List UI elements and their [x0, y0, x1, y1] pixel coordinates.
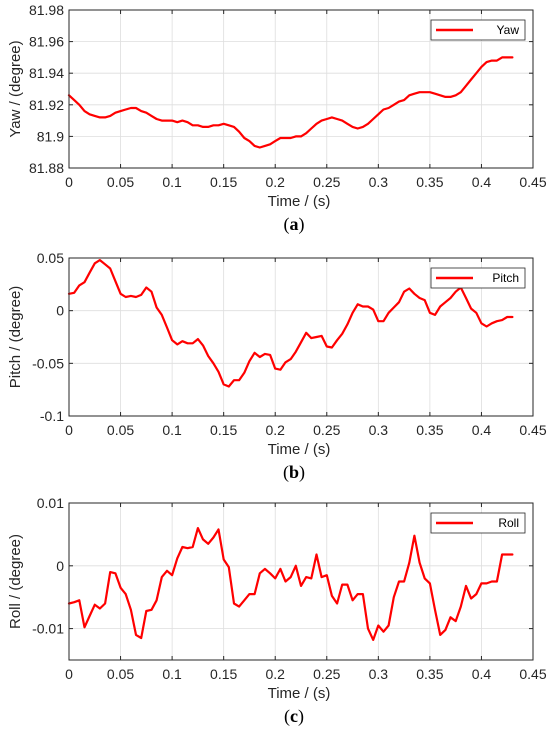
panel-caption: (c) — [284, 706, 304, 727]
y-tick-label: 81.94 — [29, 65, 64, 81]
legend-label: Pitch — [492, 271, 519, 285]
legend-box — [430, 19, 526, 41]
x-tick-label: 0.25 — [313, 174, 340, 190]
x-axis-label: Time / (s) — [268, 193, 331, 210]
axes-box — [68, 257, 534, 417]
panel-caption: (a) — [284, 214, 305, 235]
y-axis-label: Yaw / (degree) — [7, 40, 24, 137]
x-tick-label: 0.15 — [210, 666, 237, 682]
panel-c: 0 0.05 0.1 0.15 0.2 0.25 0.3 0.35 0.4 0.45 -0.01 0 0… — [7, 495, 547, 727]
y-tick-label: 0 — [56, 303, 64, 319]
y-tick-label: 81.9 — [37, 128, 64, 144]
series-line-roll — [67, 526, 514, 642]
legend-box — [430, 512, 526, 534]
x-tick-label: 0 — [65, 666, 73, 682]
x-tick-label: 0.05 — [107, 666, 134, 682]
x-tick-label: 0.3 — [369, 666, 389, 682]
legend-box — [430, 267, 526, 289]
x-tick-label: 0.2 — [265, 666, 285, 682]
x-tick-label: 0.1 — [162, 422, 182, 438]
x-tick-label: 0.35 — [416, 174, 443, 190]
x-tick-label: 0.45 — [519, 666, 546, 682]
x-tick-label: 0.25 — [313, 666, 340, 682]
y-tick-label: 81.96 — [29, 34, 64, 50]
x-tick-label: 0.35 — [416, 422, 443, 438]
y-axis-label: Roll / (degree) — [7, 534, 24, 629]
x-tick-label: 0 — [65, 422, 73, 438]
x-tick-label: 0 — [65, 174, 73, 190]
x-axis-label: Time / (s) — [268, 441, 331, 458]
y-axis-label: Pitch / (degree) — [7, 286, 24, 389]
y-tick-label: 0.05 — [37, 250, 64, 266]
panel-b: 0 0.05 0.1 0.15 0.2 0.25 0.3 0.35 0.4 0.45 -0.1 -0.… — [7, 250, 547, 483]
x-tick-label: 0.4 — [472, 422, 492, 438]
x-tick-label: 0.45 — [519, 422, 546, 438]
panel-a: 0 0.05 0.1 0.15 0.2 0.25 0.3 0.35 0.4 0.45 81.88 81… — [7, 2, 547, 235]
y-tick-label: -0.1 — [40, 408, 64, 424]
x-tick-label: 0.3 — [369, 174, 389, 190]
x-tick-label: 0.1 — [162, 174, 182, 190]
x-tick-label: 0.05 — [107, 422, 134, 438]
y-tick-label: 81.98 — [29, 2, 64, 18]
x-tick-label: 0.3 — [369, 422, 389, 438]
legend: Yaw — [430, 19, 526, 41]
x-tick-label: 0.2 — [265, 174, 285, 190]
y-tick-label: 0 — [56, 558, 64, 574]
x-tick-label: 0.05 — [107, 174, 134, 190]
legend: Pitch — [430, 267, 526, 289]
x-tick-label: 0.15 — [210, 174, 237, 190]
x-tick-label: 0.1 — [162, 666, 182, 682]
y-tick-label: 81.88 — [29, 160, 64, 176]
x-tick-label: 0.15 — [210, 422, 237, 438]
x-tick-label: 0.45 — [519, 174, 546, 190]
legend-label: Yaw — [497, 23, 520, 37]
x-axis-label: Time / (s) — [268, 685, 331, 702]
axes-box — [68, 9, 534, 169]
legend-label: Roll — [498, 516, 519, 530]
x-tick-label: 0.4 — [472, 174, 492, 190]
y-tick-label: -0.05 — [32, 355, 64, 371]
axes-box — [68, 502, 534, 661]
y-tick-label: 81.92 — [29, 97, 64, 113]
x-tick-label: 0.2 — [265, 422, 285, 438]
series-line-yaw — [67, 56, 514, 149]
legend: Roll — [430, 512, 526, 534]
x-tick-label: 0.35 — [416, 666, 443, 682]
panel-caption: (b) — [283, 462, 305, 483]
y-tick-label: -0.01 — [32, 621, 64, 637]
series-line-pitch — [67, 259, 514, 388]
x-tick-label: 0.4 — [472, 666, 492, 682]
y-tick-label: 0.01 — [37, 495, 64, 511]
x-tick-label: 0.25 — [313, 422, 340, 438]
